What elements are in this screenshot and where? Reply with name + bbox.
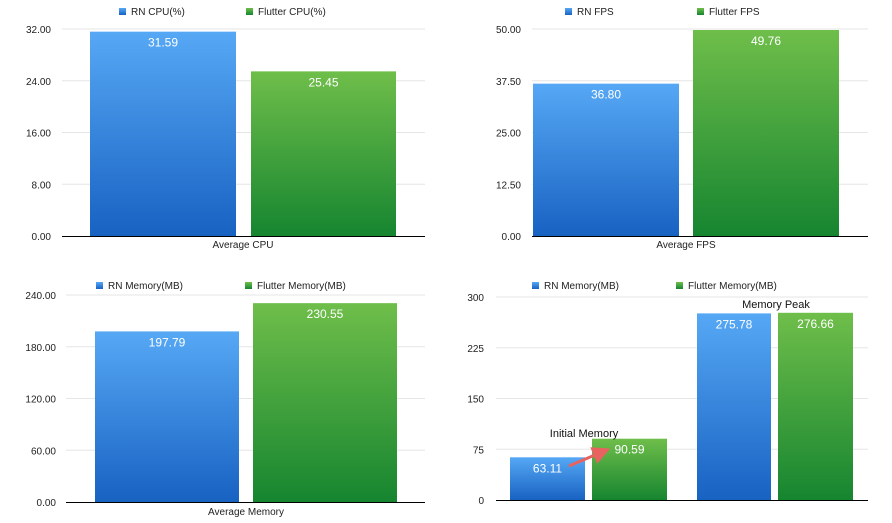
legend-label: RN Memory(MB) (108, 281, 183, 292)
y-tick-label: 12.50 (496, 180, 521, 191)
data-label: 49.76 (751, 34, 781, 48)
y-tick-label: 300 (467, 293, 484, 304)
bar-flutter (693, 29, 839, 236)
chart-1: 0.00 8.00 16.00 24.00 32.00 RN CPU(%) Flutter … (26, 7, 425, 251)
y-tick-label: 180.00 (25, 343, 56, 354)
y-tick-label: 32.00 (26, 25, 51, 36)
legend-label: RN CPU(%) (131, 7, 185, 18)
data-label: 31.59 (148, 36, 178, 50)
data-label: 63.11 (533, 461, 562, 475)
legend-label: Flutter CPU(%) (258, 7, 326, 18)
legend-swatch-rn (96, 282, 103, 289)
y-tick-label: 24.00 (26, 77, 51, 88)
legend-swatch-flutter (246, 8, 253, 15)
x-category-label: Average FPS (656, 240, 716, 251)
y-tick-label: 50.00 (496, 25, 521, 36)
annotation-initial-memory: Initial Memory (550, 428, 619, 440)
bar-rn (95, 331, 239, 502)
bar-flutter (253, 303, 397, 502)
y-tick-label: 25.00 (496, 129, 521, 140)
data-label: 90.59 (614, 443, 644, 457)
legend-label: Flutter FPS (709, 7, 760, 18)
chart-3: 0.00 60.00 120.00 180.00 240.00 RN Memory(MB)… (25, 281, 425, 518)
y-tick-label: 0.00 (32, 232, 52, 243)
bar-flutter (778, 312, 853, 500)
legend-label: RN Memory(MB) (544, 281, 619, 292)
data-label: 275.78 (716, 317, 753, 331)
bar-flutter (251, 71, 396, 236)
data-label: 197.79 (149, 335, 186, 349)
bar-rn (697, 313, 771, 500)
y-tick-label: 37.50 (496, 77, 521, 88)
legend-swatch-flutter (697, 8, 704, 15)
annotation-memory-peak: Memory Peak (742, 299, 810, 311)
y-tick-label: 75 (473, 445, 485, 456)
chart-4: 0 75 150 225 300 RN Memory(MB) Flutter Memory(… (467, 281, 868, 507)
legend-label: Flutter Memory(MB) (688, 281, 777, 292)
x-category-label: Average CPU (213, 240, 274, 251)
bar-rn (533, 83, 679, 236)
data-label: 276.66 (797, 317, 834, 331)
data-label: 230.55 (307, 307, 344, 321)
y-tick-label: 240.00 (25, 291, 56, 302)
bar-rn (90, 31, 236, 236)
legend-swatch-flutter (245, 282, 252, 289)
arrow-icon (568, 447, 611, 468)
y-tick-label: 0 (478, 496, 484, 507)
x-category-label: Average Memory (208, 507, 284, 518)
y-tick-label: 150 (467, 395, 484, 406)
legend-label: RN FPS (577, 7, 614, 18)
legend-swatch-rn (565, 8, 572, 15)
y-tick-label: 16.00 (26, 129, 51, 140)
data-label: 25.45 (308, 75, 338, 89)
data-label: 36.80 (591, 88, 621, 102)
legend-swatch-rn (532, 282, 539, 289)
y-tick-label: 120.00 (25, 395, 56, 406)
y-tick-label: 8.00 (32, 180, 52, 191)
y-tick-label: 0.00 (37, 498, 57, 509)
chart-2: 0.00 12.50 25.00 37.50 50.00 RN FPS Flutter FP… (496, 7, 868, 251)
y-tick-label: 60.00 (31, 446, 56, 457)
legend-swatch-rn (119, 8, 126, 15)
y-tick-label: 0.00 (502, 232, 522, 243)
legend-label: Flutter Memory(MB) (257, 281, 346, 292)
y-tick-label: 225 (467, 344, 484, 355)
legend-swatch-flutter (676, 282, 683, 289)
